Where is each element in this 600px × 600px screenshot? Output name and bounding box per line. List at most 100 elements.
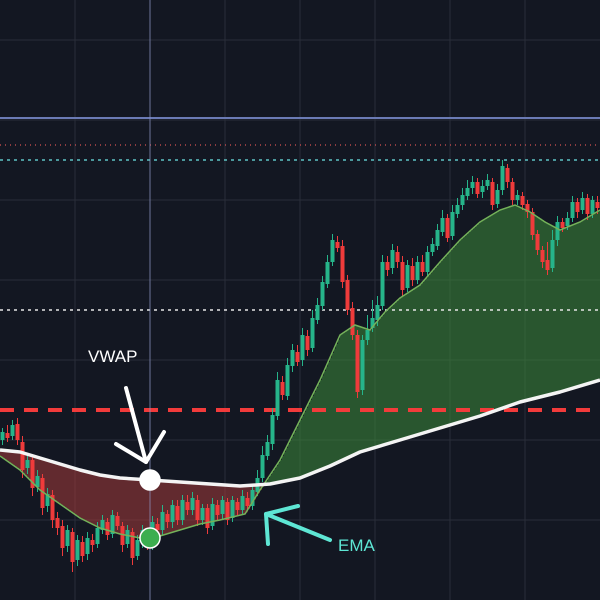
fill-stripe — [278, 463, 280, 483]
fill-stripe — [504, 208, 506, 408]
markers — [139, 469, 161, 549]
fill-stripe — [480, 222, 482, 416]
vwap-line — [0, 378, 600, 488]
fill-stripe — [274, 469, 276, 484]
fill-stripe — [154, 480, 156, 537]
fill-stripe — [218, 484, 220, 521]
fill-stripe — [434, 268, 436, 430]
candle-body — [235, 502, 240, 510]
fill-stripe — [322, 375, 324, 470]
candle-body — [120, 526, 125, 545]
fill-stripe — [2, 450, 4, 458]
candle-body — [290, 350, 295, 366]
candle-body — [190, 498, 195, 510]
candle-body — [285, 365, 290, 396]
fill-stripe — [122, 478, 124, 535]
fill-stripe — [290, 440, 292, 480]
candle-body — [380, 262, 385, 306]
fill-stripe — [16, 451, 18, 468]
fill-stripe — [438, 264, 440, 429]
fill-stripe — [388, 309, 390, 444]
fill-stripe — [520, 207, 522, 402]
fill-stripe — [402, 296, 404, 440]
fill-stripe — [522, 208, 524, 402]
fill-stripe — [576, 223, 578, 388]
fill-stripe — [184, 482, 186, 529]
fill-stripe — [414, 288, 416, 436]
candle-body — [160, 512, 165, 530]
fill-stripe — [206, 483, 208, 523]
candle-body — [325, 262, 330, 284]
fill-stripe — [492, 214, 494, 412]
fill-stripe — [332, 353, 334, 466]
fill-stripe — [298, 424, 300, 479]
fill-stripe — [586, 218, 588, 385]
fill-stripe — [458, 242, 460, 423]
fill-stripe — [244, 485, 246, 515]
fill-stripe — [484, 219, 486, 415]
fill-stripe — [326, 366, 328, 468]
fill-stripe — [224, 484, 226, 520]
fill-stripe — [276, 466, 278, 483]
fill-stripe — [300, 420, 302, 478]
candle-body — [165, 514, 170, 522]
fill-stripe — [380, 318, 382, 446]
fill-stripe — [592, 214, 594, 383]
fill-stripe — [202, 483, 204, 524]
ema-line — [0, 204, 600, 539]
fill-stripe — [68, 466, 70, 510]
candle-body — [310, 318, 315, 348]
candle-body — [365, 330, 370, 340]
candle-body — [40, 478, 45, 508]
candle-body — [75, 540, 80, 560]
candle-body — [195, 500, 200, 520]
candle-body — [110, 515, 115, 534]
candle-body — [260, 455, 265, 478]
fill-stripe — [284, 452, 286, 482]
fill-stripe — [144, 479, 146, 538]
ema-annotation-label: EMA — [338, 536, 376, 555]
fill-stripe — [572, 225, 574, 389]
candle-body — [35, 476, 40, 487]
fill-stripe — [238, 485, 240, 516]
fill-stripe — [386, 311, 388, 445]
fill-stripe — [376, 322, 378, 448]
candle-body — [465, 188, 470, 196]
fill-stripe — [118, 477, 120, 534]
fill-stripe — [506, 208, 508, 407]
fill-stripe — [524, 209, 526, 401]
fill-stripe — [574, 224, 576, 388]
fill-stripe — [140, 479, 142, 538]
candle-body — [135, 540, 140, 556]
fill-stripe — [52, 461, 54, 499]
candle-body — [340, 246, 345, 282]
fill-stripe — [82, 470, 84, 519]
fill-stripe — [340, 335, 342, 462]
fill-stripe — [74, 468, 76, 514]
candle-body — [440, 218, 445, 232]
candle-body — [555, 222, 560, 240]
fill-stripe — [544, 221, 546, 396]
candle-body — [210, 504, 215, 526]
candle-body — [480, 186, 485, 192]
fill-stripe — [310, 400, 312, 474]
candle-body — [20, 442, 25, 470]
fill-stripe — [134, 478, 136, 537]
candle-body — [115, 516, 120, 526]
candle-body — [420, 262, 425, 272]
fill-stripe — [328, 362, 330, 467]
fill-stripe — [70, 467, 72, 511]
candle-body — [300, 335, 305, 360]
fill-stripe — [564, 228, 566, 391]
fill-stripe — [486, 218, 488, 414]
candle-body — [585, 198, 590, 214]
fill-stripe — [514, 205, 516, 405]
fill-stripe — [128, 478, 130, 536]
fill-stripe — [494, 213, 496, 412]
fill-stripe — [106, 475, 108, 530]
fill-stripe — [138, 479, 140, 538]
fill-stripe — [100, 475, 102, 528]
candle-body — [445, 218, 450, 238]
candle-body — [350, 308, 355, 335]
